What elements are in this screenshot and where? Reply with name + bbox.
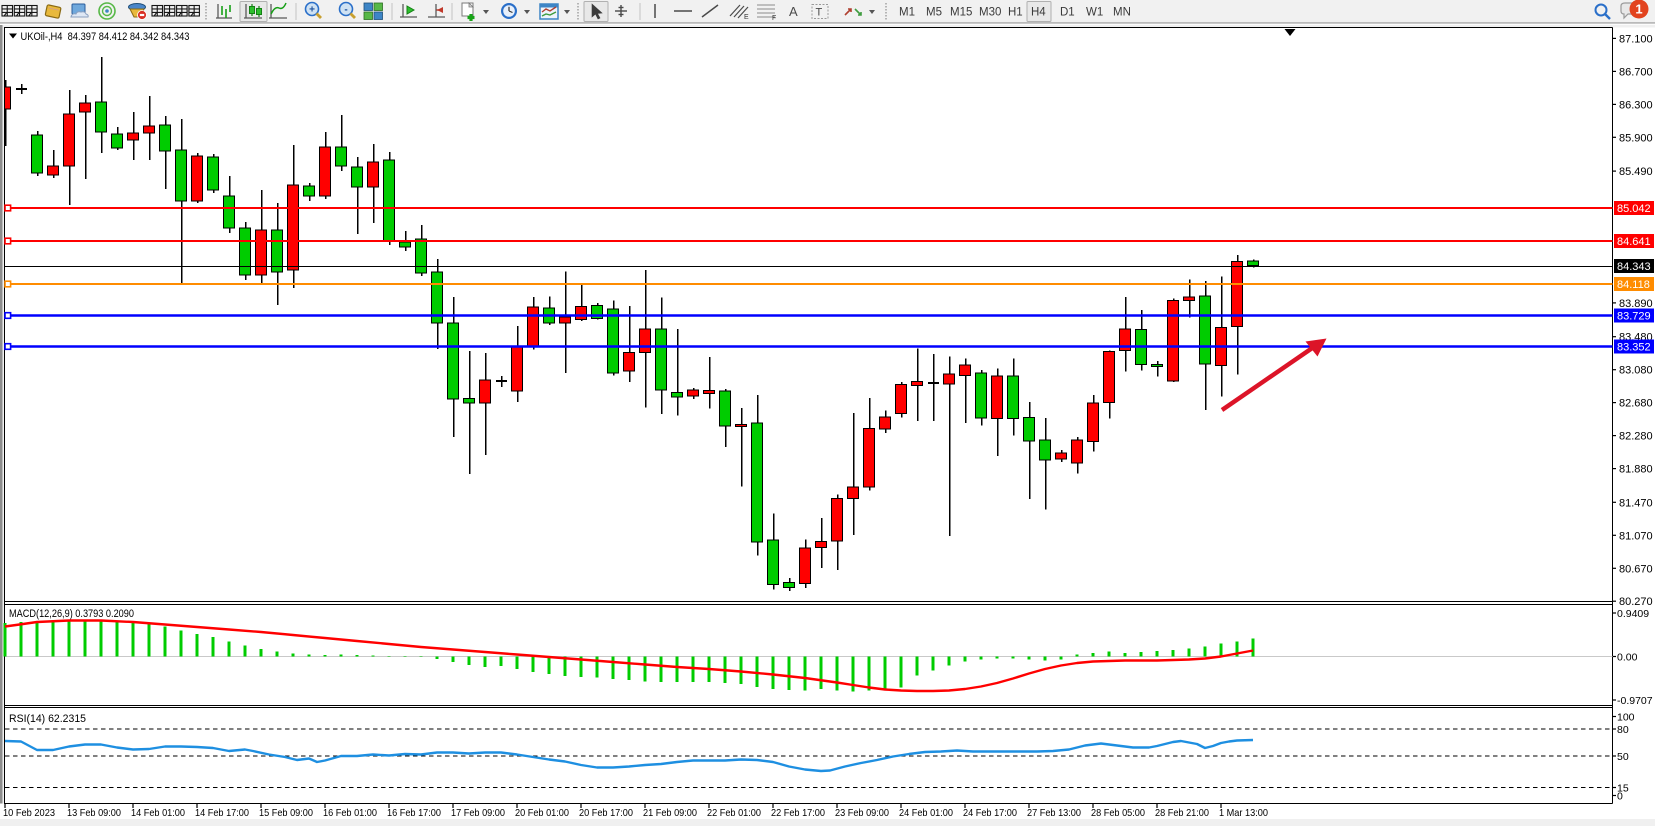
svg-text:W1: W1 [1086, 7, 1103, 19]
svg-text:82.680: 82.680 [1619, 398, 1653, 410]
svg-text:20 Feb 17:00: 20 Feb 17:00 [579, 807, 633, 819]
svg-text:0.9409: 0.9409 [1617, 608, 1649, 620]
svg-text:50: 50 [1617, 751, 1629, 763]
svg-text:84.118: 84.118 [1617, 279, 1650, 291]
svg-text:81.880: 81.880 [1619, 464, 1653, 476]
svg-text:16 Feb 17:00: 16 Feb 17:00 [387, 807, 441, 819]
svg-text:13 Feb 09:00: 13 Feb 09:00 [67, 807, 121, 819]
svg-text:81.070: 81.070 [1619, 530, 1653, 542]
svg-text:M15: M15 [950, 7, 972, 19]
svg-text:MN: MN [1113, 7, 1131, 19]
svg-text:17 Feb 09:00: 17 Feb 09:00 [451, 807, 505, 819]
svg-text:83.890: 83.890 [1619, 298, 1653, 310]
svg-text:85.490: 85.490 [1619, 166, 1653, 178]
svg-text:83.352: 83.352 [1617, 342, 1651, 354]
svg-text:15: 15 [1617, 783, 1629, 795]
svg-text:81.470: 81.470 [1619, 497, 1653, 509]
svg-text:100: 100 [1617, 712, 1635, 724]
svg-text:A: A [789, 4, 798, 19]
svg-text:85.900: 85.900 [1619, 132, 1653, 144]
svg-text:MACD(12,26,9) 0.3793 0.2090: MACD(12,26,9) 0.3793 0.2090 [9, 608, 134, 620]
svg-text:80.270: 80.270 [1619, 596, 1653, 608]
svg-text:86.700: 86.700 [1619, 66, 1653, 78]
svg-text:15 Feb 09:00: 15 Feb 09:00 [259, 807, 313, 819]
svg-text:M5: M5 [926, 7, 942, 19]
svg-text:80.670: 80.670 [1619, 563, 1653, 575]
svg-text:-: - [344, 5, 347, 16]
svg-text:14 Feb 01:00: 14 Feb 01:00 [131, 807, 185, 819]
svg-text:85.042: 85.042 [1617, 203, 1651, 215]
svg-text:+: + [309, 5, 315, 16]
svg-text:1: 1 [1635, 2, 1642, 17]
svg-text:21 Feb 09:00: 21 Feb 09:00 [643, 807, 697, 819]
svg-text:27 Feb 13:00: 27 Feb 13:00 [1027, 807, 1081, 819]
svg-text:D1: D1 [1060, 7, 1075, 19]
svg-text:10 Feb 2023: 10 Feb 2023 [3, 807, 55, 819]
svg-text:84.641: 84.641 [1617, 236, 1651, 248]
svg-text:0: 0 [1617, 791, 1623, 803]
svg-text:14 Feb 17:00: 14 Feb 17:00 [195, 807, 249, 819]
svg-text:23 Feb 09:00: 23 Feb 09:00 [835, 807, 889, 819]
svg-text:22 Feb 01:00: 22 Feb 01:00 [707, 807, 761, 819]
svg-text:F: F [772, 15, 776, 22]
svg-text:83.729: 83.729 [1617, 311, 1651, 323]
svg-text:M1: M1 [899, 7, 915, 19]
svg-text:E: E [744, 14, 749, 21]
svg-text:84.343: 84.343 [1617, 261, 1651, 273]
svg-text:16 Feb 01:00: 16 Feb 01:00 [323, 807, 377, 819]
svg-text:80: 80 [1617, 724, 1629, 736]
svg-text:RSI(14) 62.2315: RSI(14) 62.2315 [9, 713, 86, 725]
svg-text:28 Feb 05:00: 28 Feb 05:00 [1091, 807, 1145, 819]
svg-text:H4: H4 [1031, 7, 1046, 19]
svg-text:83.080: 83.080 [1619, 365, 1653, 377]
svg-text:86.300: 86.300 [1619, 99, 1653, 111]
svg-text:0.00: 0.00 [1617, 652, 1638, 664]
svg-text:H1: H1 [1008, 7, 1023, 19]
svg-text:24 Feb 17:00: 24 Feb 17:00 [963, 807, 1017, 819]
svg-text:T: T [816, 7, 823, 19]
svg-text:82.280: 82.280 [1619, 431, 1653, 443]
svg-text:28 Feb 21:00: 28 Feb 21:00 [1155, 807, 1209, 819]
svg-text:-0.9707: -0.9707 [1617, 695, 1653, 707]
svg-text:M30: M30 [979, 7, 1001, 19]
svg-text:24 Feb 01:00: 24 Feb 01:00 [899, 807, 953, 819]
svg-text:87.100: 87.100 [1619, 33, 1653, 45]
svg-text:UKOil-,H4 84.397 84.412 84.34: UKOil-,H4 84.397 84.412 84.342 84.343 [21, 31, 190, 43]
svg-text:20 Feb 01:00: 20 Feb 01:00 [515, 807, 569, 819]
svg-text:1 Mar 13:00: 1 Mar 13:00 [1219, 807, 1268, 819]
svg-text:22 Feb 17:00: 22 Feb 17:00 [771, 807, 825, 819]
